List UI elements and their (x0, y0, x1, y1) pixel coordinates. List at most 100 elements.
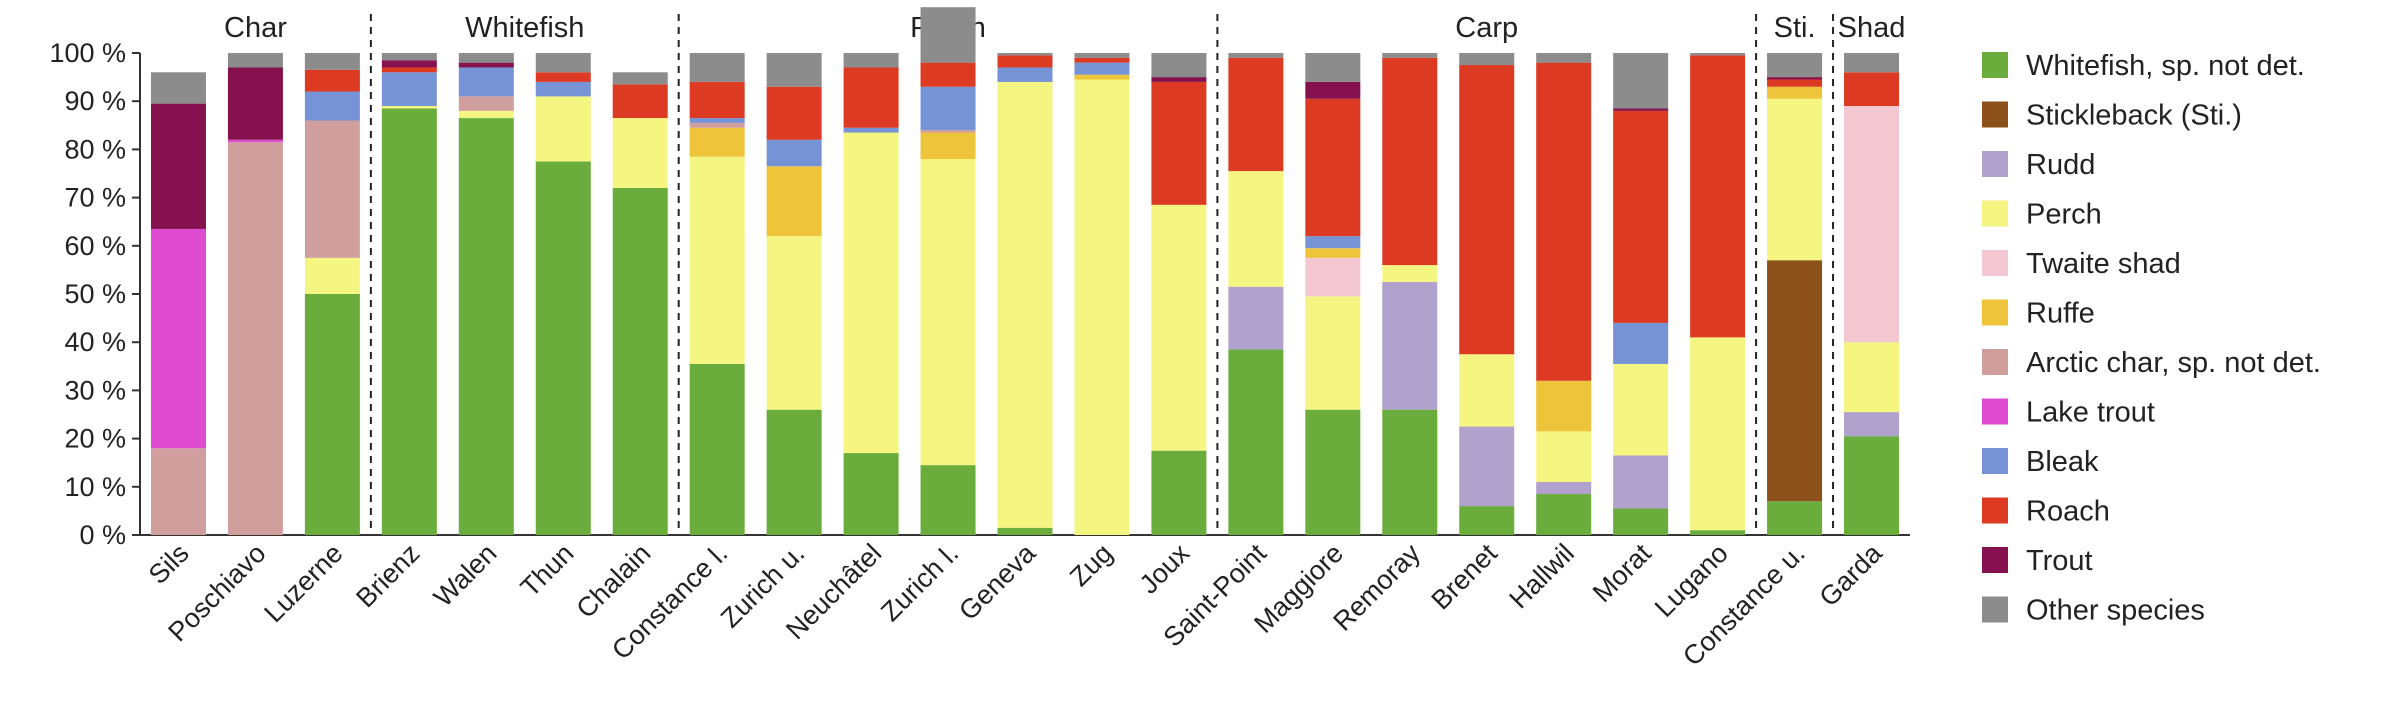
bar-segment-constance-l-roach (689, 81, 745, 119)
bar-segment-morat-whitefish-sp-not-det (1613, 508, 1669, 535)
bar-segment-zurich-l-perch (920, 159, 976, 466)
bar-segment-zurich-l-bleak (920, 86, 976, 131)
bar-segment-luzerne-roach (304, 69, 360, 92)
bar-segment-saint-point-other-species (1228, 53, 1284, 58)
bar-segment-zurich-l-roach (920, 62, 976, 87)
bar-segment-lugano-roach (1690, 55, 1746, 338)
legend-item-lake-trout: Lake trout (1982, 397, 2155, 429)
bar-stack-zug (1074, 53, 1130, 535)
bar-segment-chalain-whitefish-sp-not-det (612, 187, 668, 535)
bar-segment-constance-u-whitefish-sp-not-det (1767, 501, 1823, 535)
bar-segment-zurich-l-whitefish-sp-not-det (920, 465, 976, 535)
bar-segment-joux-other-species (1151, 53, 1207, 78)
legend-label: Lake trout (2026, 397, 2155, 429)
bar-segment-zurich-u-whitefish-sp-not-det (766, 409, 822, 535)
bar-segment-geneva-other-species (997, 53, 1053, 56)
bar-segment-sils-other-species (150, 72, 206, 104)
bar-segment-zurich-u-perch (766, 236, 822, 410)
bar-stack-garda (1844, 53, 1900, 535)
bar-segment-saint-point-roach (1228, 57, 1284, 172)
bar-segment-luzerne-arctic-char-sp-not-det (304, 120, 360, 258)
bar-segment-zurich-l-arctic-char-sp-not-det (920, 130, 976, 133)
bar-segment-thun-bleak (535, 81, 591, 97)
bar-segment-zurich-u-other-species (766, 53, 822, 87)
legend-label: Rudd (2026, 149, 2095, 181)
bar-stack-constance-l (689, 53, 745, 535)
bar-segment-joux-roach (1151, 81, 1207, 205)
bar-segment-sils-arctic-char-sp-not-det (150, 448, 206, 535)
bar-stack-sils (150, 72, 206, 535)
bar-segment-zurich-u-roach (766, 86, 822, 140)
bar-segment-zurich-u-ruffe (766, 166, 822, 237)
y-tick-label: 90 % (64, 86, 126, 116)
bar-segment-hallwil-roach (1536, 62, 1592, 381)
bar-segment-remoray-rudd (1382, 281, 1438, 410)
legend-swatch (1982, 398, 2008, 425)
legend-label: Other species (2026, 595, 2205, 627)
bar-segment-hallwil-rudd (1536, 481, 1592, 495)
bar-segment-morat-bleak (1613, 322, 1669, 364)
bar-stack-geneva (997, 53, 1053, 535)
legend: Whitefish, sp. not det. Stickleback (Sti.… (1982, 50, 2321, 627)
legend-swatch (1982, 596, 2008, 623)
bar-segment-poschiavo-other-species (227, 53, 283, 68)
legend-label: Trout (2026, 545, 2093, 577)
bar-segment-garda-rudd (1844, 412, 1900, 437)
bar-segment-remoray-perch (1382, 265, 1438, 282)
y-tick-label: 50 % (64, 279, 126, 309)
y-tick-label: 30 % (64, 375, 126, 405)
legend-label: Perch (2026, 199, 2102, 231)
bar-segment-saint-point-whitefish-sp-not-det (1228, 349, 1284, 535)
bar-segment-lugano-perch (1690, 337, 1746, 531)
bar-stack-walen (458, 53, 514, 535)
bar-segment-brienz-trout (381, 60, 437, 68)
bar-segment-constance-u-ruffe (1767, 86, 1823, 99)
y-tick-label: 80 % (64, 134, 126, 164)
bar-stack-hallwil (1536, 53, 1592, 535)
legend-swatch (1982, 200, 2008, 227)
bar-segment-constance-l-arctic-char-sp-not-det (689, 122, 745, 128)
bar-stack-lugano (1690, 53, 1746, 535)
bar-segment-joux-whitefish-sp-not-det (1151, 450, 1207, 535)
bar-segment-constance-u-other-species (1767, 53, 1823, 78)
bar-segment-maggiore-perch (1305, 296, 1361, 410)
bar-segment-constance-l-perch (689, 156, 745, 364)
bar-segment-neuch-tel-other-species (843, 53, 899, 68)
bar-segment-garda-other-species (1844, 53, 1900, 73)
bar-segment-lugano-whitefish-sp-not-det (1690, 530, 1746, 535)
bar-segment-maggiore-ruffe (1305, 248, 1361, 258)
bar-segment-walen-trout (458, 62, 514, 68)
bar-segment-saint-point-perch (1228, 171, 1284, 287)
y-tick-label: 10 % (64, 472, 126, 502)
bar-segment-constance-u-trout (1767, 77, 1823, 80)
bar-segment-morat-perch (1613, 363, 1669, 456)
bar-stack-poschiavo (227, 53, 283, 536)
bar-segment-constance-u-stickleback-sti (1767, 260, 1823, 502)
bar-segment-lugano-other-species (1690, 53, 1746, 56)
bar-segment-joux-perch (1151, 204, 1207, 451)
bar-segment-hallwil-other-species (1536, 53, 1592, 63)
bar-stack-zurich-u (766, 53, 822, 535)
bar-segment-brienz-other-species (381, 53, 437, 61)
bar-stack-brenet (1459, 53, 1515, 535)
bar-segment-constance-l-whitefish-sp-not-det (689, 363, 745, 535)
group-label-carp: Carp (1455, 12, 1518, 44)
legend-item-twaite-shad: Twaite shad (1982, 248, 2181, 280)
y-tick-label: 60 % (64, 231, 126, 261)
bar-segment-zug-bleak (1074, 62, 1130, 75)
bar-segment-thun-perch (535, 96, 591, 162)
bar-segment-geneva-whitefish-sp-not-det (997, 527, 1053, 535)
legend-swatch (1982, 299, 2008, 326)
legend-item-roach: Roach (1982, 496, 2110, 528)
bar-stack-maggiore (1305, 53, 1361, 535)
bar-segment-brenet-rudd (1459, 426, 1515, 507)
bar-segment-poschiavo-trout (227, 67, 283, 140)
legend-item-perch: Perch (1982, 199, 2102, 231)
bar-segment-maggiore-other-species (1305, 53, 1361, 82)
legend-label: Whitefish, sp. not det. (2026, 50, 2305, 82)
bar-segment-hallwil-ruffe (1536, 380, 1592, 432)
bar-segment-neuch-tel-whitefish-sp-not-det (843, 453, 899, 535)
legend-swatch (1982, 448, 2008, 474)
